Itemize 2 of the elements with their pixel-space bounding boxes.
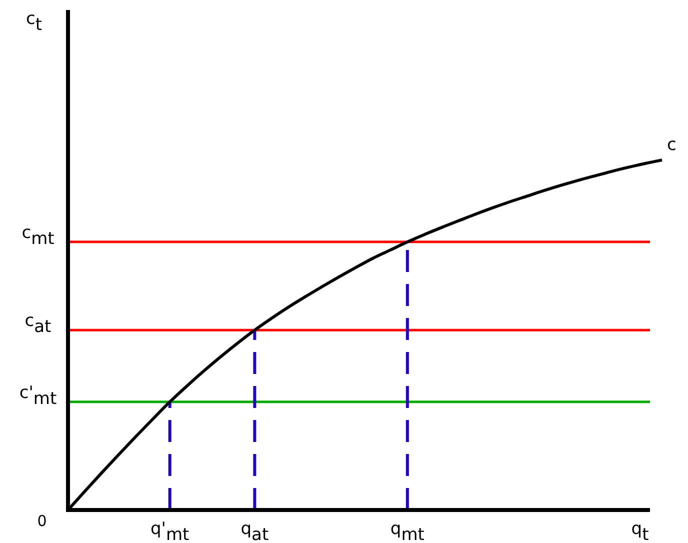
series-label: c — [667, 135, 676, 155]
text: 0 — [37, 512, 47, 530]
